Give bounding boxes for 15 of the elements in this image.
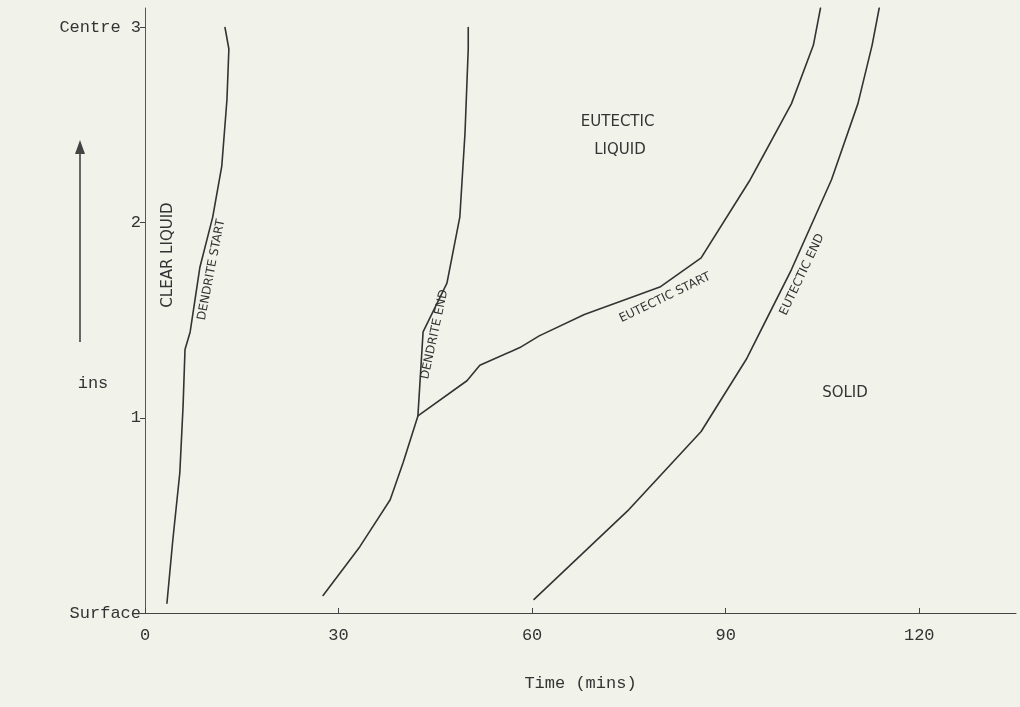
y-tick-label: 2 [130,213,141,233]
x-axis-title: Time (mins) [524,674,637,693]
annotation: EUTECTIC LIQUID [580,112,660,158]
x-tick-label: 120 [903,626,935,645]
annotation: CLEAR LIQUID [158,202,176,308]
x-tick-label: 0 [139,626,151,645]
y-tick-label: 1 [130,408,141,428]
y-tick-label: Surface [69,603,141,623]
x-tick-label: 90 [715,626,736,645]
y-tick-label: Centre 3 [59,18,141,38]
x-tick-label: 60 [521,626,543,645]
y-axis-title: ins [77,373,109,393]
line-series [533,7,881,601]
annotation: SOLID [822,383,868,401]
x-tick-label: 30 [328,626,349,645]
